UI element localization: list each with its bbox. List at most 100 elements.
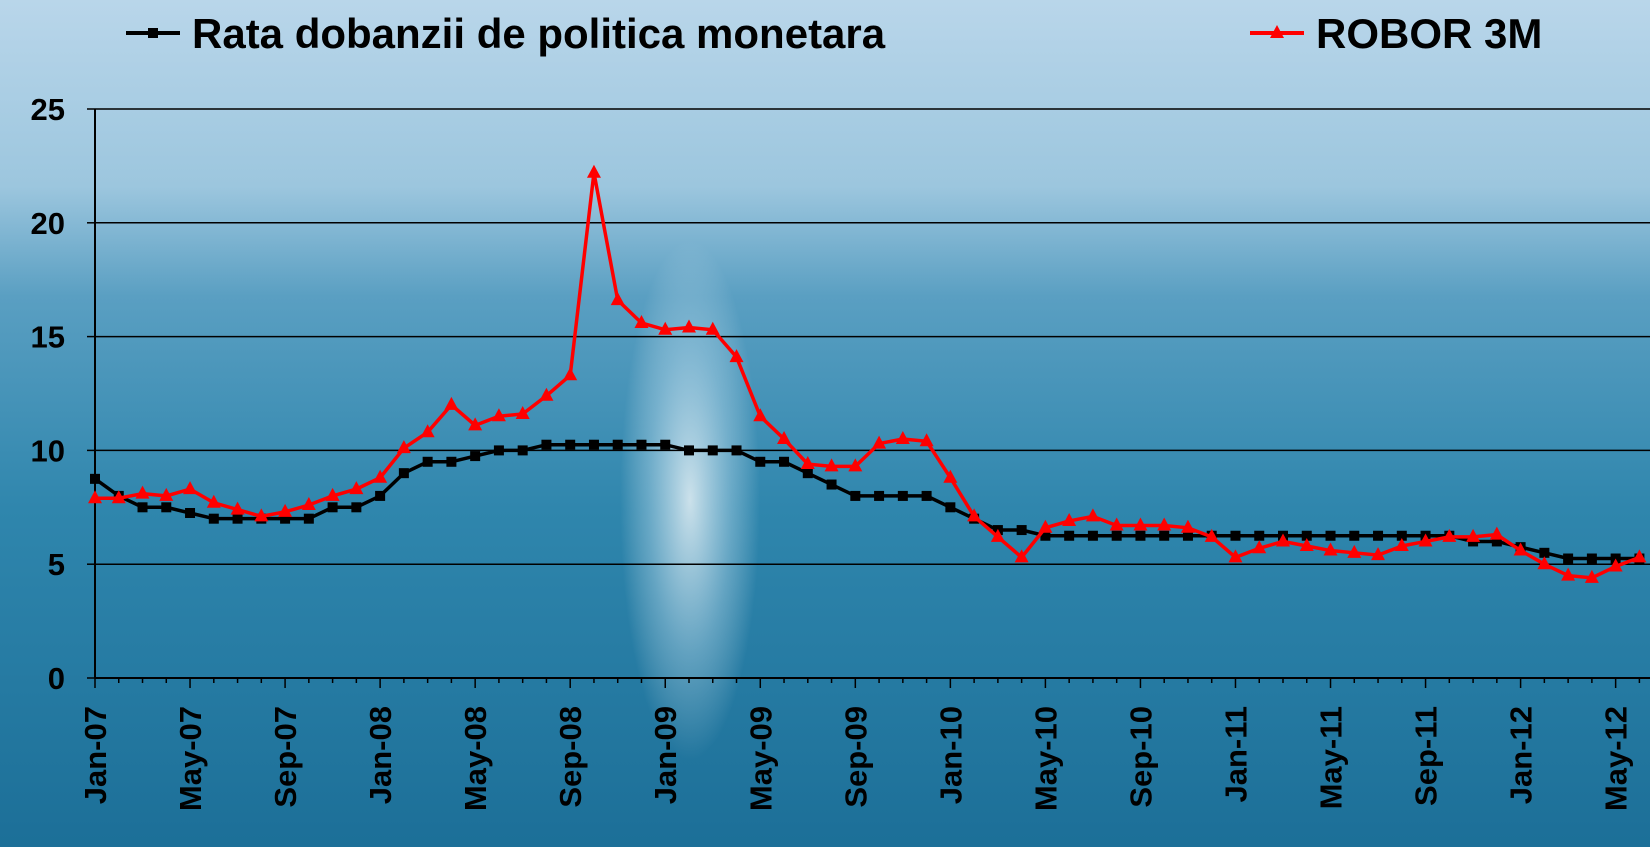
marker	[897, 490, 908, 501]
marker	[1111, 530, 1122, 541]
marker	[1301, 530, 1312, 541]
marker	[824, 458, 839, 472]
marker	[850, 490, 861, 501]
marker	[945, 502, 956, 513]
marker	[1180, 519, 1195, 533]
marker	[1159, 530, 1170, 541]
marker	[1228, 549, 1243, 563]
marker	[1085, 508, 1100, 522]
marker	[707, 445, 718, 456]
marker	[541, 439, 552, 450]
x-tick-label: May-11	[1314, 706, 1349, 809]
marker	[1276, 533, 1290, 547]
marker	[539, 387, 554, 401]
marker	[254, 508, 269, 522]
x-tick-label: Jan-09	[648, 706, 683, 804]
marker	[1133, 517, 1148, 531]
y-tick-label: 5	[48, 547, 65, 582]
marker	[802, 468, 813, 479]
marker	[349, 481, 364, 495]
marker	[491, 408, 506, 422]
x-tick-label: Sep-08	[553, 706, 588, 808]
marker	[446, 456, 457, 467]
marker	[1418, 533, 1433, 547]
marker	[1563, 553, 1574, 564]
marker	[874, 490, 885, 501]
marker	[137, 502, 148, 513]
marker	[327, 502, 338, 513]
x-tick-label: May-12	[1599, 706, 1634, 811]
marker	[588, 439, 599, 450]
marker	[1204, 528, 1219, 542]
marker	[90, 473, 100, 484]
y-tick-label: 10	[31, 433, 65, 468]
marker	[753, 408, 768, 422]
marker	[515, 405, 530, 419]
marker	[493, 445, 504, 456]
marker	[301, 497, 316, 511]
marker	[729, 349, 744, 363]
marker	[1016, 525, 1027, 536]
x-tick-label: Jan-10	[933, 706, 968, 804]
marker	[610, 292, 625, 306]
marker	[1062, 512, 1077, 526]
y-tick-label: 0	[48, 661, 65, 696]
marker	[967, 508, 982, 522]
marker	[111, 490, 126, 504]
legend-label: ROBOR 3M	[1316, 10, 1542, 57]
marker	[468, 417, 483, 431]
x-tick-label: May-08	[458, 706, 493, 811]
marker	[398, 468, 409, 479]
x-tick-label: Sep-09	[838, 706, 873, 808]
marker	[872, 435, 887, 449]
marker	[921, 490, 932, 501]
marker	[280, 513, 291, 524]
marker	[1584, 569, 1599, 583]
marker	[1230, 530, 1241, 541]
marker	[1014, 549, 1029, 563]
marker	[563, 367, 578, 381]
marker	[1347, 544, 1362, 558]
marker	[232, 513, 243, 524]
x-tick-label: May-09	[743, 706, 778, 811]
marker	[470, 451, 481, 462]
marker	[731, 445, 742, 456]
x-tick-label: Jan-08	[363, 706, 398, 804]
marker	[1586, 553, 1597, 564]
marker	[586, 164, 601, 178]
marker	[682, 319, 696, 333]
marker	[634, 314, 649, 328]
legend-label: Rata dobanzii de politica monetara	[192, 10, 886, 57]
marker	[1040, 530, 1051, 541]
marker	[636, 439, 647, 450]
marker	[375, 490, 386, 501]
marker	[848, 458, 863, 472]
marker	[517, 445, 528, 456]
marker	[990, 528, 1005, 542]
marker	[325, 487, 340, 501]
marker	[351, 502, 362, 513]
x-tick-label: Jan-07	[78, 706, 113, 804]
marker	[919, 433, 934, 447]
marker	[422, 456, 433, 467]
marker	[1561, 567, 1576, 581]
y-tick-label: 20	[31, 206, 65, 241]
marker	[1323, 542, 1338, 556]
marker	[1539, 547, 1550, 558]
marker	[1537, 556, 1552, 570]
marker	[1373, 530, 1384, 541]
x-tick-label: Sep-10	[1123, 706, 1158, 808]
marker	[230, 501, 245, 515]
marker	[88, 490, 102, 504]
marker	[1396, 530, 1407, 541]
marker	[278, 503, 293, 517]
x-tick-label: May-10	[1028, 706, 1063, 811]
marker	[1394, 537, 1409, 551]
marker	[148, 28, 158, 38]
x-tick-label: Jan-12	[1504, 706, 1539, 804]
x-tick-label: May-07	[173, 706, 208, 811]
marker	[1632, 549, 1647, 563]
